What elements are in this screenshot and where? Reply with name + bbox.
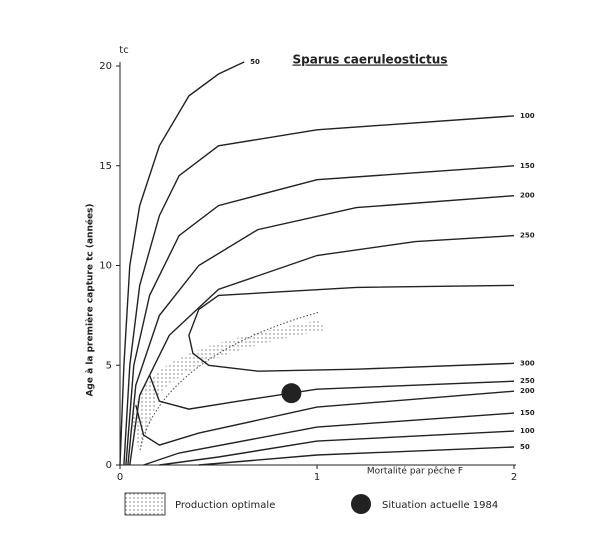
contour-label: 100	[520, 112, 535, 120]
contour-line	[143, 412, 515, 466]
contour-label: 150	[520, 409, 535, 417]
y-tick-label: 10	[99, 261, 112, 272]
contour-label: 200	[520, 387, 535, 395]
y-tick-label: 15	[99, 161, 112, 172]
optimal-zone	[133, 320, 325, 450]
contour-label: 200	[520, 192, 535, 200]
current-situation	[281, 383, 302, 404]
chart-title: Sparus caeruleostictus	[293, 53, 448, 67]
legend-label: Production optimale	[175, 500, 275, 511]
legend-marker	[351, 494, 371, 514]
contour-line	[125, 165, 515, 466]
x-tick-label: 2	[511, 472, 517, 483]
contour-label: 50	[250, 58, 260, 66]
optimal-curve	[139, 311, 321, 451]
contour-line	[123, 115, 515, 466]
y-axis-symbol: tc	[119, 45, 128, 56]
legend-label: Situation actuelle 1984	[382, 500, 498, 511]
contour-line	[119, 61, 245, 466]
contour-line	[159, 430, 515, 466]
contour-label: 150	[520, 162, 535, 170]
contour-line	[188, 284, 515, 372]
contour-label: 250	[520, 377, 535, 385]
contour-line	[135, 390, 515, 446]
x-axis-label: Mortalité par pêche F	[367, 466, 463, 477]
contour-line	[127, 195, 515, 466]
contour-line	[129, 234, 515, 466]
y-tick-label: 5	[106, 360, 112, 371]
x-tick-label: 1	[314, 472, 320, 483]
y-axis-label: Age à la première capture tc (années)	[85, 203, 96, 396]
contour-label: 300	[520, 359, 535, 367]
contour-label: 250	[520, 232, 535, 240]
contour-label: 100	[520, 427, 535, 435]
y-tick-label: 0	[106, 460, 112, 471]
y-tick-label: 20	[99, 61, 112, 72]
contour-label: 50	[520, 443, 530, 451]
contour-line	[198, 446, 515, 466]
x-tick-label: 0	[117, 472, 123, 483]
contour-line	[148, 374, 515, 410]
legend-swatch	[124, 492, 166, 516]
